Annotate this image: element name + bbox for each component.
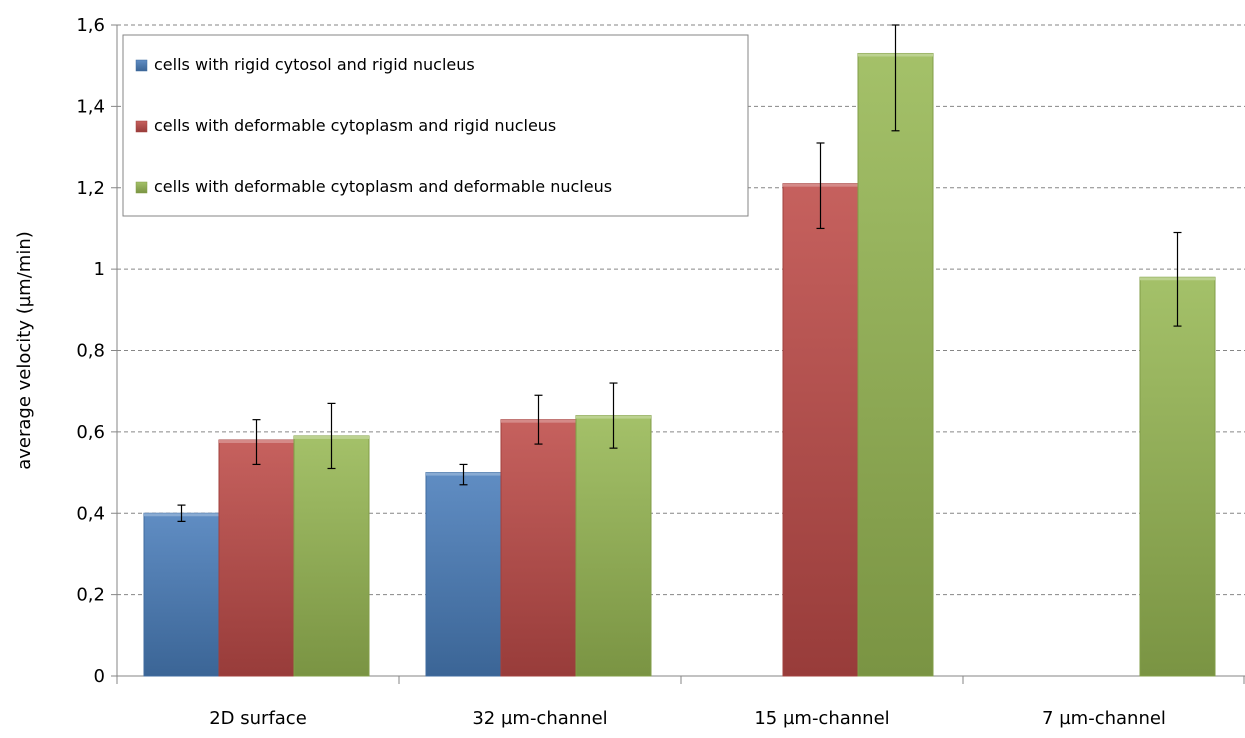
error-bars <box>177 24 1182 522</box>
legend-swatch <box>135 120 148 133</box>
y-tick-label: 1 <box>94 259 105 280</box>
legend-swatch <box>135 181 148 194</box>
y-tick-label: 1,6 <box>76 15 105 36</box>
x-category-label: 32 µm-channel <box>472 708 607 729</box>
y-tick-label: 0,4 <box>76 503 105 524</box>
legend-entry-label: cells with deformable cytoplasm and defo… <box>154 177 612 196</box>
gridlines <box>117 24 1245 596</box>
y-tick-label: 0,6 <box>76 422 105 443</box>
x-category-label: 2D surface <box>209 708 307 729</box>
bar <box>143 512 220 677</box>
x-category-label: 15 µm-channel <box>754 708 889 729</box>
bar <box>782 183 859 677</box>
labels: 0 0,2 0,4 0,6 0,8 1 1,2 1,4 1,6 2D surface 32 µm-c… <box>14 15 1166 729</box>
y-tick-label: 0 <box>94 666 105 687</box>
legend-swatch <box>135 59 148 72</box>
y-tick-label: 0,8 <box>76 341 105 362</box>
y-tick-label: 1,2 <box>76 178 105 199</box>
legend-entry-label: cells with deformable cytoplasm and rigi… <box>154 116 556 135</box>
y-tick-label: 1,4 <box>76 96 105 117</box>
bar <box>425 472 502 677</box>
y-tick-label: 0,2 <box>76 585 105 606</box>
bar <box>857 52 934 677</box>
y-axis-label: average velocity (µm/min) <box>14 231 35 470</box>
bar <box>575 415 652 677</box>
legend: cells with rigid cytosol and rigid nucle… <box>122 34 749 217</box>
bar <box>500 419 577 677</box>
bars <box>143 52 1216 677</box>
legend-box <box>122 34 749 217</box>
bar <box>1139 276 1216 677</box>
bar <box>218 439 295 677</box>
legend-entry-label: cells with rigid cytosol and rigid nucle… <box>154 55 475 74</box>
bar <box>293 435 370 677</box>
x-category-label: 7 µm-channel <box>1042 708 1166 729</box>
